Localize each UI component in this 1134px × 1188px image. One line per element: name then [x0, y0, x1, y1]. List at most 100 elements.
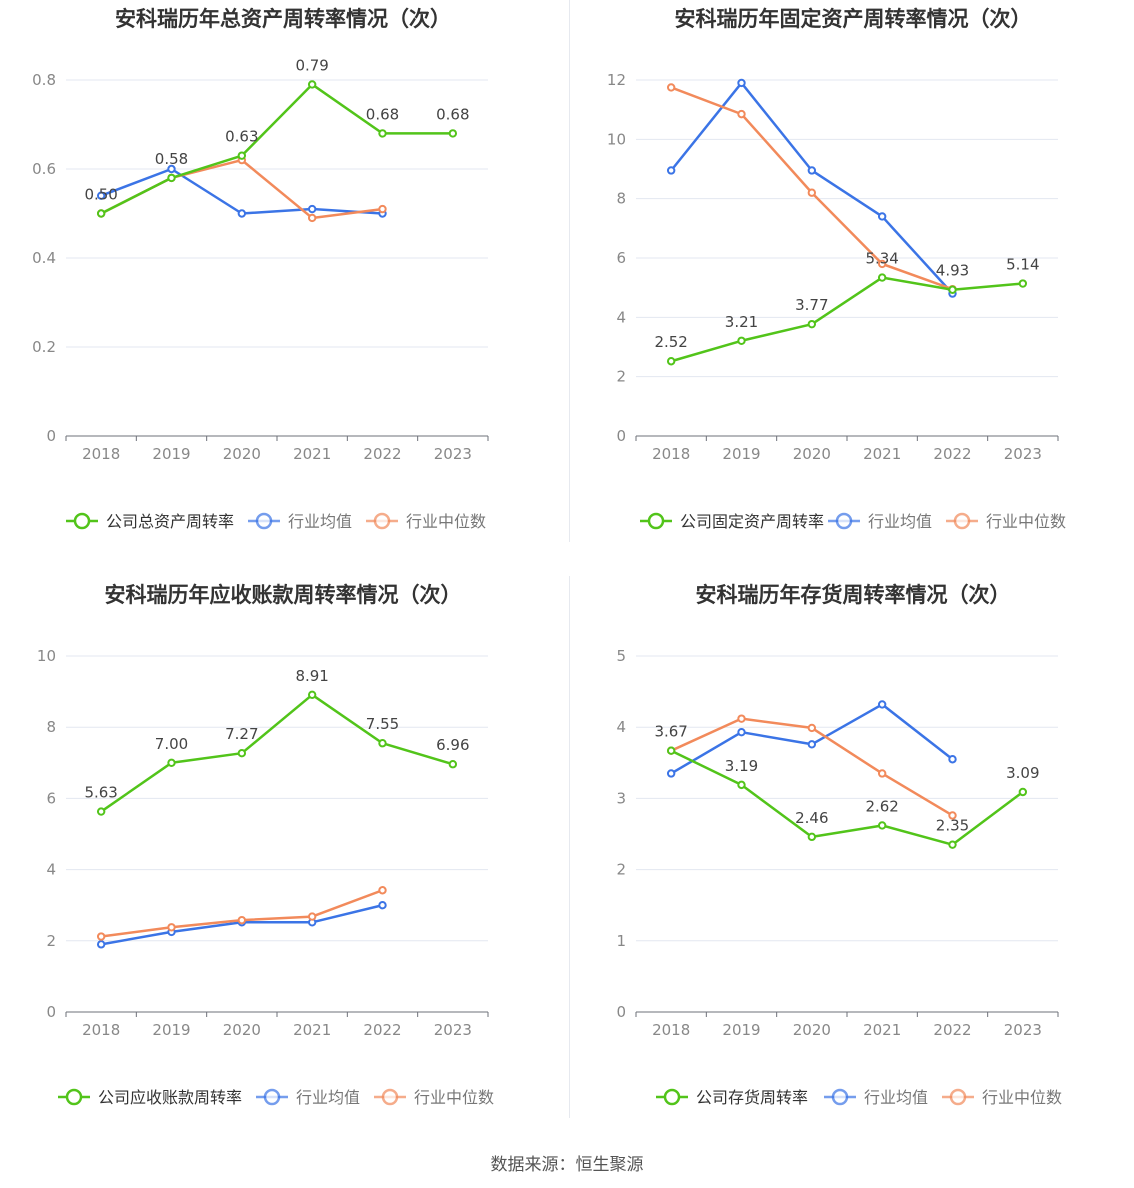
- data-point: [807, 832, 817, 842]
- data-point: [666, 746, 676, 755]
- data-label: 3.09: [1006, 764, 1039, 782]
- data-source-note: 数据来源：恒生聚源: [490, 1155, 644, 1175]
- data-point: [807, 188, 817, 197]
- data-label: 2.62: [865, 797, 898, 815]
- series-line-company: [670, 276, 1023, 363]
- y-tick-label: 2: [46, 932, 56, 950]
- legend-label: 行业均值: [296, 1088, 360, 1107]
- legend-label: 行业中位数: [414, 1088, 494, 1107]
- data-point: [737, 336, 746, 345]
- data-point: [307, 690, 317, 700]
- y-tick-label: 0: [46, 427, 56, 445]
- x-tick-label: 2018: [82, 1021, 120, 1039]
- data-point: [237, 748, 247, 758]
- data-point: [737, 714, 746, 723]
- x-tick-label: 2023: [1004, 445, 1042, 463]
- legend-label: 公司应收账款周转率: [98, 1088, 242, 1107]
- data-point: [167, 164, 176, 174]
- data-point: [237, 151, 247, 160]
- data-point: [378, 886, 387, 895]
- data-point: [666, 357, 676, 366]
- data-point: [877, 821, 887, 830]
- legend-label: 行业均值: [868, 512, 932, 531]
- legend-marker: [831, 1088, 849, 1106]
- data-point: [807, 740, 817, 749]
- legend-marker: [73, 512, 91, 530]
- y-tick-label: 0.4: [32, 249, 56, 267]
- data-point: [96, 209, 106, 218]
- chart-title: 安科瑞历年存货周转率情况（次）: [696, 583, 1011, 607]
- x-tick-label: 2022: [363, 1021, 401, 1039]
- y-tick-label: 2: [616, 861, 626, 879]
- y-tick-label: 0.2: [32, 338, 56, 356]
- y-tick-label: 0.8: [32, 71, 56, 89]
- x-tick-label: 2022: [363, 445, 401, 463]
- legend-marker: [663, 1088, 681, 1106]
- data-point: [948, 755, 957, 764]
- chart-inventory-turnover: 安科瑞历年存货周转率情况（次） 0 1 2 3 4 5 2018 2019 2020 2021 202…: [570, 576, 1134, 1152]
- data-label: 5.63: [84, 784, 117, 802]
- chart-title: 安科瑞历年应收账款周转率情况（次）: [105, 583, 462, 607]
- legend-label: 行业均值: [864, 1088, 928, 1107]
- data-point: [737, 78, 746, 88]
- data-label: 5.34: [865, 250, 898, 268]
- data-point: [307, 204, 317, 214]
- data-point: [948, 840, 957, 849]
- legend-marker: [65, 1088, 83, 1106]
- data-point: [877, 700, 887, 709]
- data-point: [96, 191, 106, 200]
- legend-marker: [381, 1088, 399, 1106]
- chart-fixed-asset-turnover: 安科瑞历年固定资产周转率情况（次） 0 2 4 6 8 10 12 2018 2019 2020 20…: [570, 0, 1134, 576]
- legend-label: 行业中位数: [986, 512, 1066, 531]
- data-point: [737, 727, 746, 737]
- x-tick-label: 2021: [863, 1021, 901, 1039]
- data-point: [307, 80, 317, 89]
- x-tick-label: 2023: [434, 1021, 472, 1039]
- data-label: 3.21: [725, 313, 758, 331]
- y-tick-label: 3: [616, 789, 626, 807]
- y-tick-label: 8: [46, 718, 56, 736]
- data-label: 3.67: [654, 723, 687, 741]
- panel-divider-top: [569, 0, 570, 542]
- data-label: 5.14: [1006, 256, 1039, 274]
- data-point: [807, 166, 817, 175]
- x-tick-label: 2022: [933, 445, 971, 463]
- y-tick-label: 2: [616, 368, 626, 386]
- legend-marker: [373, 512, 391, 530]
- data-point: [237, 915, 247, 925]
- x-tick-label: 2021: [293, 1021, 331, 1039]
- data-label: 2.46: [795, 809, 828, 827]
- data-point: [378, 739, 387, 748]
- data-label: 2.52: [654, 333, 687, 351]
- data-label: 0.68: [436, 105, 469, 123]
- data-label: 0.50: [84, 186, 117, 204]
- x-tick-label: 2020: [793, 445, 831, 463]
- legend-marker: [953, 512, 971, 530]
- series-line-company: [100, 693, 454, 813]
- legend-marker: [835, 512, 853, 530]
- x-tick-label: 2019: [722, 1021, 760, 1039]
- legend-label: 公司存货周转率: [696, 1088, 808, 1107]
- x-tick-label: 2023: [434, 445, 472, 463]
- y-tick-label: 4: [46, 861, 56, 879]
- x-tick-label: 2020: [793, 1021, 831, 1039]
- data-label: 3.77: [795, 296, 828, 314]
- data-label: 3.19: [725, 757, 758, 775]
- y-tick-label: 12: [607, 71, 626, 89]
- y-tick-label: 0: [616, 427, 626, 445]
- data-point: [877, 259, 887, 269]
- data-point: [948, 285, 957, 294]
- series-line-industry-average: [670, 703, 954, 775]
- data-point: [807, 723, 817, 733]
- data-point: [666, 769, 676, 778]
- data-label: 0.63: [225, 128, 258, 146]
- y-tick-label: 0: [46, 1003, 56, 1021]
- legend-marker: [647, 512, 665, 530]
- data-point: [737, 780, 746, 790]
- y-tick-label: 8: [616, 190, 626, 208]
- data-point: [237, 209, 247, 218]
- data-label: 6.96: [436, 736, 469, 754]
- data-label: 7.55: [366, 715, 399, 733]
- chart-total-asset-turnover: 安科瑞历年总资产周转率情况（次） 0 0.2 0.4 0.6 0.8 2018 2019 202…: [0, 0, 567, 576]
- y-tick-label: 5: [616, 647, 626, 665]
